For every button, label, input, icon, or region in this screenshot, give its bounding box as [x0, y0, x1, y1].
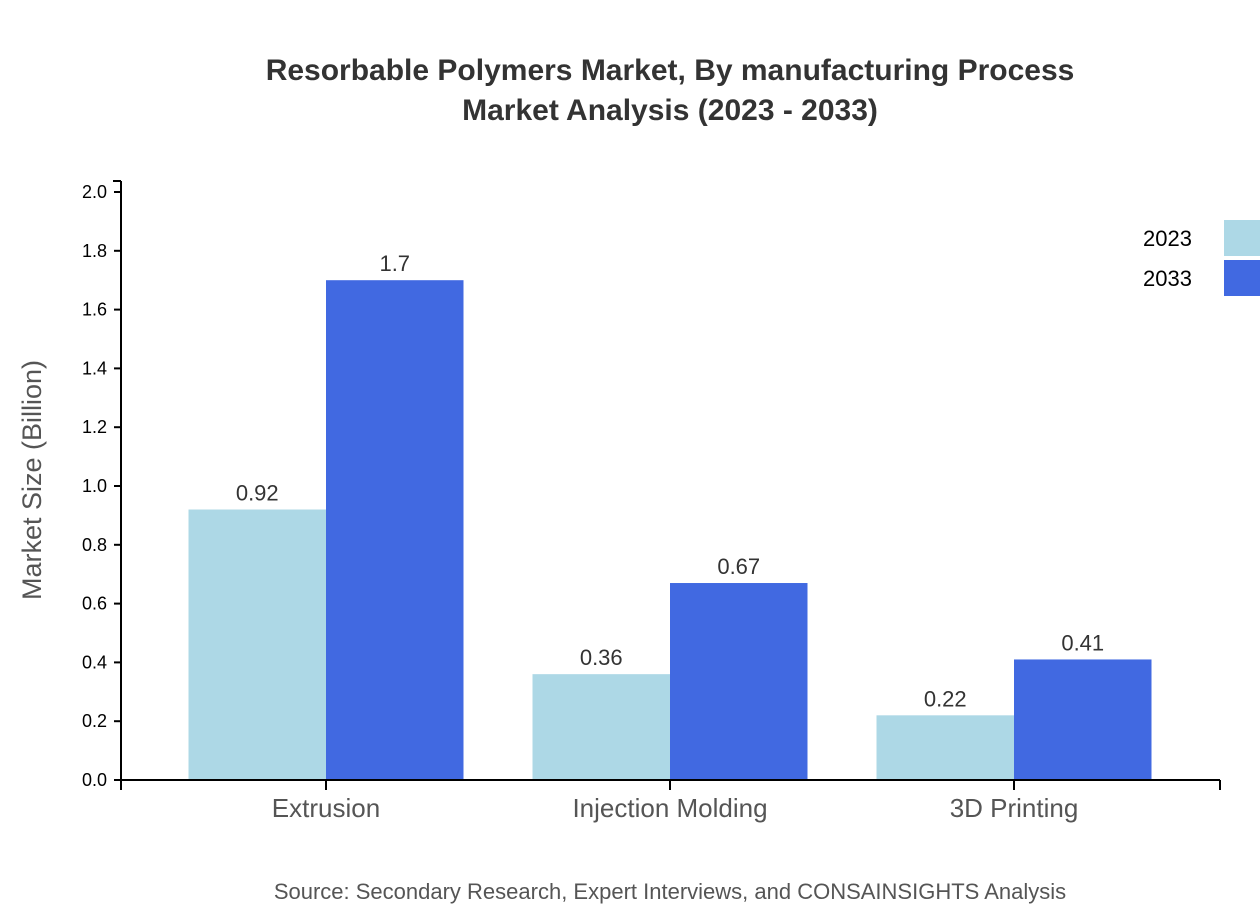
y-tick-label: 0.8	[82, 535, 107, 555]
bar-2023	[876, 715, 1014, 780]
y-tick-label: 1.8	[82, 241, 107, 261]
y-axis-label: Market Size (Billion)	[17, 360, 47, 600]
chart-subtitle: Market Analysis (2023 - 2033)	[462, 94, 878, 127]
x-tick-label: Extrusion	[272, 793, 380, 823]
y-tick-label: 0.6	[82, 594, 107, 614]
axes: 0.0 0.2 0.4 0.6 0.8 1.0 1.2 1.4 1.6 1.8 2.0 Extrusi…	[82, 180, 1221, 823]
data-label: 0.22	[924, 686, 967, 711]
y-tick-label: 1.4	[82, 358, 107, 378]
y-tick-label: 0.4	[82, 652, 107, 672]
source-note: Source: Secondary Research, Expert Inter…	[274, 879, 1066, 904]
y-tick-label: 1.6	[82, 300, 107, 320]
y-tick-label: 0.0	[82, 770, 107, 790]
y-tick-label: 1.2	[82, 417, 107, 437]
legend-label: 2033	[1143, 266, 1192, 291]
data-label: 0.67	[717, 554, 760, 579]
bar-2033	[1014, 659, 1152, 780]
y-tick-label: 0.2	[82, 711, 107, 731]
legend-swatch	[1224, 260, 1260, 296]
data-label: 0.92	[236, 481, 279, 506]
x-tick-label: Injection Molding	[572, 793, 767, 823]
data-label: 0.36	[580, 645, 623, 670]
legend-label: 2023	[1143, 226, 1192, 251]
bar-2033	[670, 583, 808, 780]
x-tick-label: 3D Printing	[950, 793, 1079, 823]
chart-title: Resorbable Polymers Market, By manufactu…	[266, 54, 1075, 87]
bar-2033	[326, 280, 464, 780]
bars: 0.92 1.7 0.36 0.67 0.22 0.41	[188, 251, 1152, 780]
bar-2023	[188, 509, 326, 780]
data-label: 1.7	[379, 251, 410, 276]
y-tick-label: 2.0	[82, 182, 107, 202]
bar-2023	[532, 674, 670, 780]
legend-swatch	[1224, 220, 1260, 256]
legend: 2023 2033	[1143, 220, 1260, 296]
data-label: 0.41	[1061, 630, 1104, 655]
y-tick-label: 1.0	[82, 476, 107, 496]
